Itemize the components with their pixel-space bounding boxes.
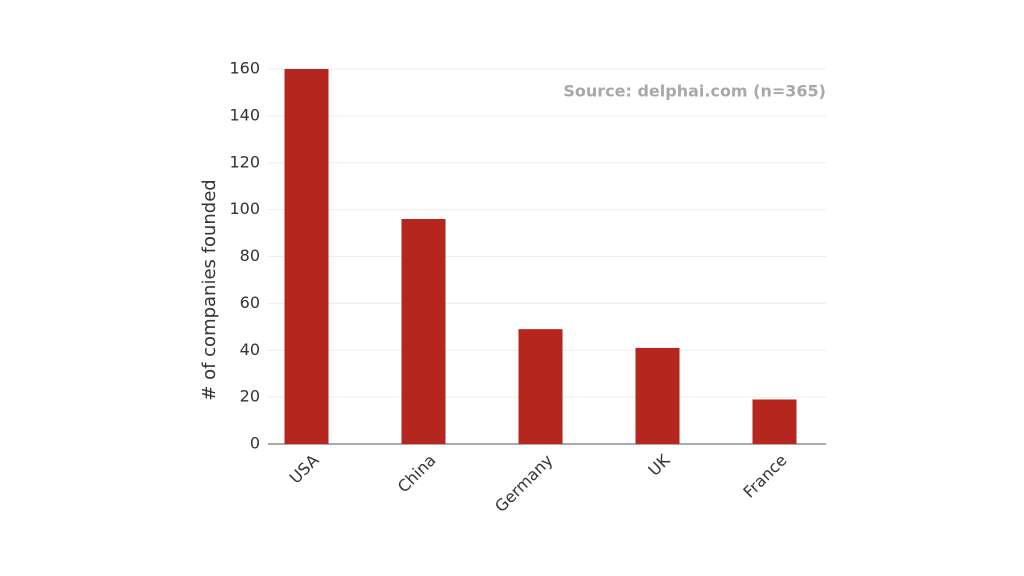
source-annotation: Source: delphai.com (n=365)	[563, 82, 826, 101]
bar	[635, 347, 680, 444]
y-tick-label: 160	[229, 59, 260, 78]
y-tick-label: 100	[229, 199, 260, 218]
y-tick-label: 0	[250, 434, 260, 453]
bar	[752, 399, 797, 444]
y-tick-label: 20	[240, 387, 260, 406]
bar	[518, 329, 563, 444]
y-tick-label: 140	[229, 105, 260, 124]
y-tick-label: 40	[240, 340, 260, 359]
y-axis-label: # of companies founded	[199, 179, 220, 400]
bar	[284, 69, 329, 444]
y-tick-label: 60	[240, 293, 260, 312]
bar	[401, 219, 446, 444]
y-tick-label: 80	[240, 246, 260, 265]
y-tick-label: 120	[229, 152, 260, 171]
